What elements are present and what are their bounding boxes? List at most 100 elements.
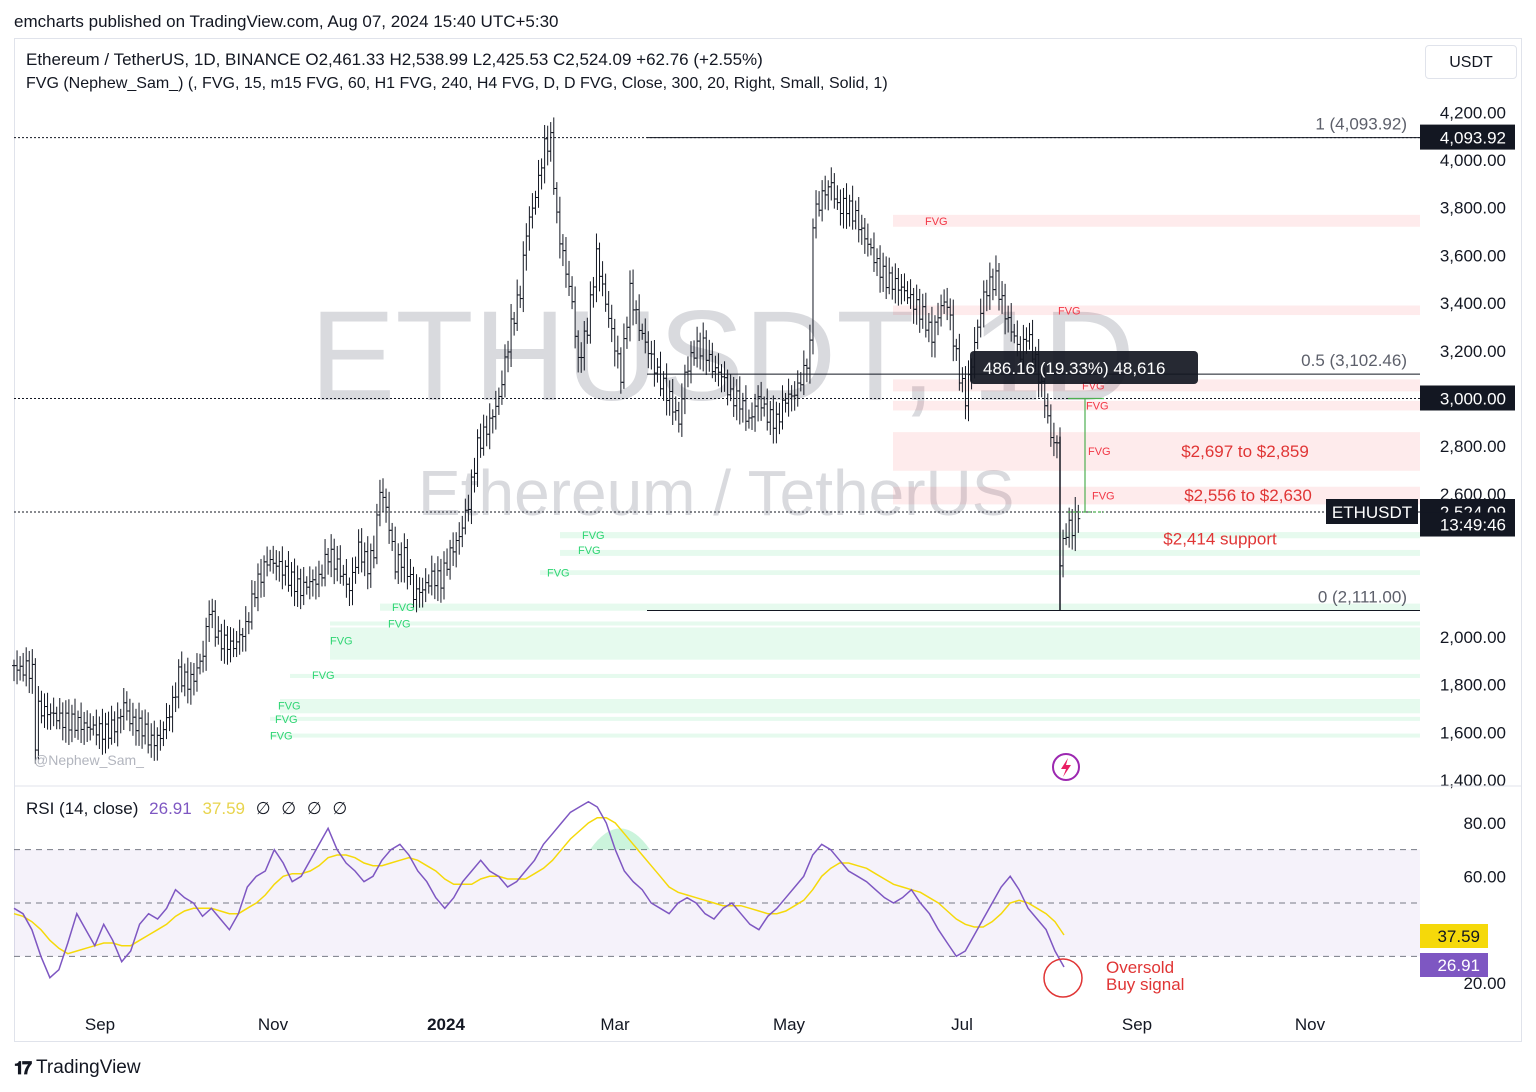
rsi-legend-na-1: ∅ xyxy=(255,799,271,818)
fvg-zones xyxy=(270,214,1420,738)
rsi-ma-line xyxy=(13,816,1065,955)
price-annotation: $2,556 to $2,630 xyxy=(1184,486,1312,505)
rsi-legend-na-4: ∅ xyxy=(332,799,348,818)
tradingview-wordmark: TradingView xyxy=(36,1057,141,1078)
price-tick: 4,200.00 xyxy=(1440,103,1506,122)
buy-signal-label: Buy signal xyxy=(1106,975,1184,994)
chart-frame xyxy=(14,38,1522,1042)
time-tick: May xyxy=(773,1015,806,1034)
oversold-label: Oversold xyxy=(1106,958,1174,977)
price-tick: 1,600.00 xyxy=(1440,723,1506,742)
rsi-tick: 60.00 xyxy=(1463,867,1506,886)
bullish-fvg-zone xyxy=(290,673,1420,678)
time-tick: Sep xyxy=(85,1015,115,1034)
bullish-fvg-tag: FVG xyxy=(392,602,415,614)
bullish-fvg-tag: FVG xyxy=(547,568,570,580)
rsi-pane xyxy=(13,800,1420,979)
price-tick: 3,600.00 xyxy=(1440,246,1506,265)
bearish-fvg-zone xyxy=(893,379,1420,392)
time-tick: Mar xyxy=(600,1015,630,1034)
currency-button[interactable]: USDT xyxy=(1425,45,1517,79)
rsi-legend-na-3: ∅ xyxy=(306,799,322,818)
price-tick: 2,000.00 xyxy=(1440,628,1506,647)
price-annotations: $2,697 to $2,859 $2,556 to $2,630 $2,414 s… xyxy=(1163,442,1312,548)
watermark-name: Ethereum / TetherUS xyxy=(418,457,1014,529)
bullish-fvg-tag: FVG xyxy=(278,701,301,713)
price-tick: 3,400.00 xyxy=(1440,294,1506,313)
symbol-price-tag-text: ETHUSDT xyxy=(1332,503,1412,522)
price-tick: 2,800.00 xyxy=(1440,437,1506,456)
countdown-tag-text: 13:49:46 xyxy=(1440,516,1506,535)
price-annotation: $2,414 support xyxy=(1163,529,1277,548)
bullish-fvg-zone xyxy=(330,621,1420,626)
bullish-fvg-tag: FVG xyxy=(312,670,335,682)
bullish-fvg-zone xyxy=(560,532,1420,539)
price-tag xyxy=(1420,385,1515,411)
bullish-fvg-zone xyxy=(280,699,1420,714)
bearish-fvg-zone xyxy=(893,432,1420,471)
rsi-overbought-fill xyxy=(590,828,650,850)
bearish-fvg-tag: FVG xyxy=(1058,305,1081,317)
tradingview-icon: 𝟏𝟕 xyxy=(14,1057,32,1078)
fib-level-label: 0 (2,111.00) xyxy=(1318,588,1407,607)
price-tick: 1,800.00 xyxy=(1440,676,1506,695)
rsi-legend-value: 26.91 xyxy=(149,799,192,818)
fib-levels: 1 (4,093.92) 0.5 (3,102.46) 0 (2,111.00) xyxy=(647,115,1420,612)
rsi-value-tag-text: 37.59 xyxy=(1437,927,1480,946)
rsi-value-tag-text: 26.91 xyxy=(1437,956,1480,975)
rsi-axis[interactable]: 80.00 60.00 20.00 37.59 26.91 xyxy=(1420,814,1506,993)
bullish-fvg-tag: FVG xyxy=(330,636,353,648)
bullish-fvg-tag: FVG xyxy=(270,730,293,742)
time-tick: Nov xyxy=(258,1015,289,1034)
price-tick: 4,000.00 xyxy=(1440,151,1506,170)
lightning-icon[interactable] xyxy=(1052,753,1080,781)
bullish-fvg-tag: FVG xyxy=(578,545,601,557)
symbol-price-tag xyxy=(1326,499,1418,525)
author-tag: @Nephew_Sam_ xyxy=(34,752,144,768)
rsi-legend[interactable]: RSI (14, close) 26.91 37.59 ∅ ∅ ∅ ∅ xyxy=(26,799,347,819)
tradingview-logo[interactable]: 𝟏𝟕 TradingView xyxy=(14,1057,141,1079)
bearish-fvg-zone xyxy=(893,400,1420,411)
measure-box xyxy=(970,351,1198,384)
measure-tool[interactable]: 486.16 (19.33%) 48,616 xyxy=(970,351,1198,513)
rsi-legend-ma-value: 37.59 xyxy=(202,799,245,818)
rsi-line xyxy=(13,800,1065,979)
fib-level-label: 0.5 (3,102.46) xyxy=(1301,351,1407,370)
oversold-circle xyxy=(1043,958,1083,998)
bearish-fvg-zone xyxy=(893,214,1420,227)
price-tag-text: 4,093.92 xyxy=(1440,129,1506,148)
bullish-fvg-zone xyxy=(380,603,1420,611)
measure-text: 486.16 (19.33%) 48,616 xyxy=(983,359,1165,378)
rsi-value-tag xyxy=(1420,953,1488,977)
publisher-line: emcharts published on TradingView.com, A… xyxy=(14,12,559,31)
indicator-legend[interactable]: FVG (Nephew_Sam_) (, FVG, 15, m15 FVG, 6… xyxy=(26,75,888,92)
bearish-fvg-tag: FVG xyxy=(925,216,948,228)
symbol-legend[interactable]: Ethereum / TetherUS, 1D, BINANCE O2,461.… xyxy=(26,50,763,69)
time-tick: 2024 xyxy=(427,1015,465,1034)
time-tick: Nov xyxy=(1295,1015,1326,1034)
rsi-tick: 80.00 xyxy=(1463,814,1506,833)
rsi-value-tag xyxy=(1420,924,1488,948)
price-tick: 1,400.00 xyxy=(1440,771,1506,790)
bullish-fvg-zone xyxy=(330,627,1420,660)
time-axis[interactable]: Sep Nov 2024 Mar May Jul Sep Nov xyxy=(85,1015,1326,1034)
price-tag-text: 3,000.00 xyxy=(1440,390,1506,409)
bearish-fvg-tag: FVG xyxy=(1088,446,1111,458)
time-tick: Jul xyxy=(951,1015,973,1034)
bullish-fvg-tag: FVG xyxy=(582,530,605,542)
bearish-fvg-zone xyxy=(893,305,1420,316)
fib-level-label: 1 (4,093.92) xyxy=(1315,115,1407,134)
price-tick: 3,800.00 xyxy=(1440,199,1506,218)
candles xyxy=(12,117,1081,764)
bullish-fvg-zone xyxy=(270,716,1420,721)
time-tick: Sep xyxy=(1122,1015,1152,1034)
price-tick: 3,200.00 xyxy=(1440,342,1506,361)
bullish-fvg-zone xyxy=(560,549,1420,556)
price-tag xyxy=(1420,124,1515,150)
rsi-tick: 20.00 xyxy=(1463,974,1506,993)
bearish-fvg-zone xyxy=(893,486,1420,505)
bearish-fvg-tag: FVG xyxy=(1086,401,1109,413)
price-axis[interactable]: 4,200.00 4,000.00 3,800.00 3,600.00 3,400.00… xyxy=(1440,103,1506,790)
fvg-tags: FVGFVGFVGFVGFVGFVGFVGFVGFVGFVGFVGFVGFVGF… xyxy=(270,216,1115,742)
